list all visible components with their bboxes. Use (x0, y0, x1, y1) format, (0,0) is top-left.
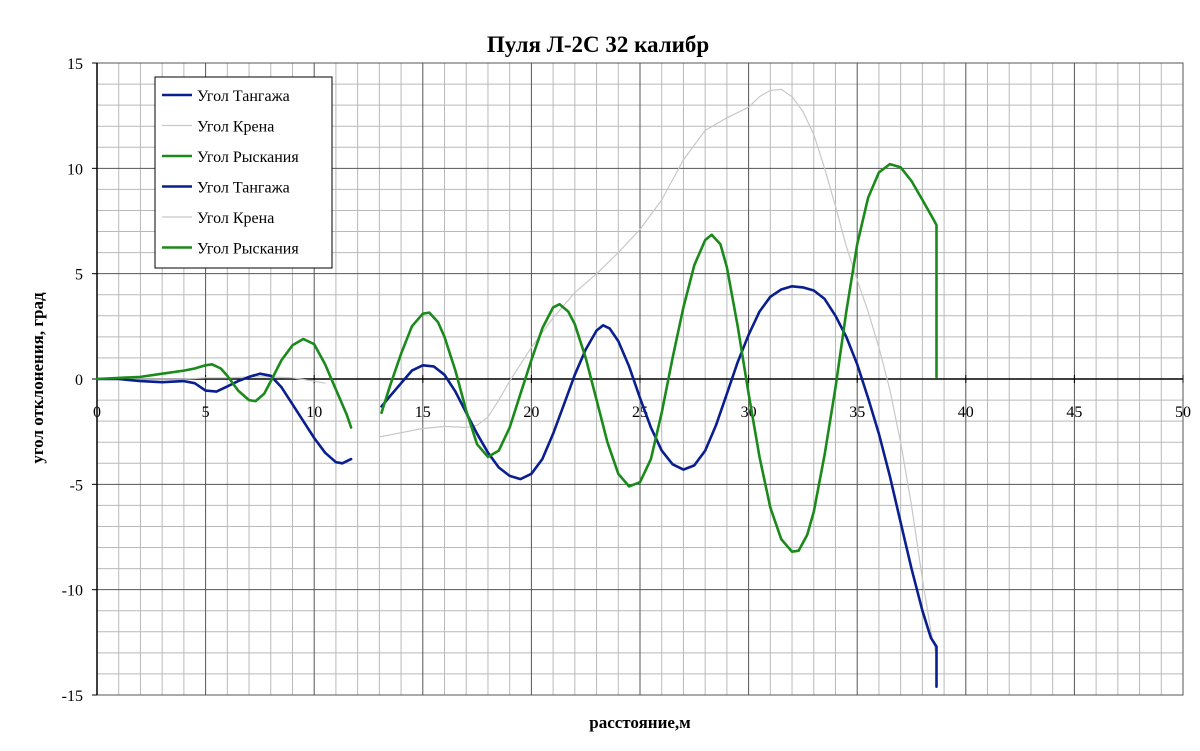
legend-label: Угол Крена (197, 210, 274, 227)
x-tick-label: 10 (306, 404, 322, 421)
x-tick-label: 0 (93, 404, 101, 421)
legend-box (154, 76, 333, 269)
x-tick-label: 45 (1066, 404, 1082, 421)
series-line (95, 372, 353, 465)
y-tick-label: 0 (75, 372, 83, 389)
y-tick-label: 10 (67, 161, 83, 178)
series-line (95, 337, 353, 429)
y-tick-label: -5 (70, 477, 83, 494)
legend-label: Угол Рыскания (197, 241, 299, 258)
x-tick-label: 40 (958, 404, 974, 421)
legend-label: Угол Тангажа (197, 88, 290, 105)
legend: Угол Тангажа Угол Крена Угол Рыскания Угол … (154, 76, 333, 269)
series-pitch (95, 285, 938, 688)
x-tick-label: 35 (849, 404, 865, 421)
y-tick-label: -10 (62, 583, 83, 600)
y-axis-label: угол отклонения, град (28, 292, 47, 464)
chart-title: Пуля Л-2С 32 калибр (487, 32, 709, 57)
y-tick-label: 15 (67, 56, 83, 73)
x-tick-label: 30 (741, 404, 757, 421)
series-line (96, 376, 326, 384)
legend-label: Угол Крена (197, 119, 274, 136)
x-tick-label: 15 (415, 404, 431, 421)
x-axis-label: расстояние,м (589, 713, 691, 732)
x-tick-label: 5 (202, 404, 210, 421)
series-roll (96, 88, 936, 652)
x-tick-label: 50 (1175, 404, 1191, 421)
x-tick-label: 20 (523, 404, 539, 421)
series-group (95, 88, 938, 688)
y-tick-label: -15 (62, 688, 83, 705)
y-tick-label: 5 (75, 267, 83, 284)
series-yaw (95, 162, 938, 553)
legend-label: Угол Тангажа (197, 180, 290, 197)
legend-label: Угол Рыскания (197, 149, 299, 166)
series-line (380, 162, 938, 553)
series-line (380, 285, 938, 688)
series-line (378, 88, 936, 652)
